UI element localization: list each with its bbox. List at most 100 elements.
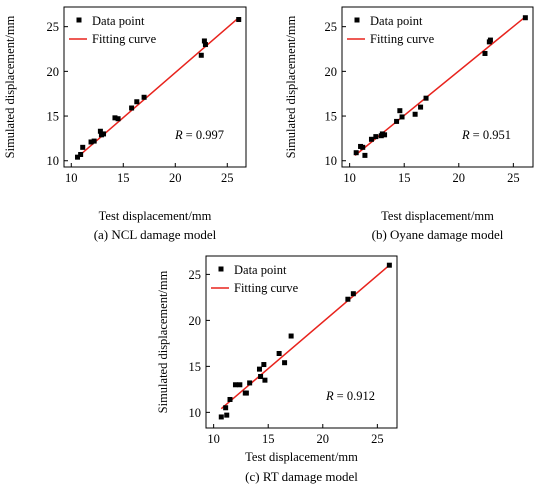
x-tick-label: 10 — [207, 432, 220, 446]
data-point — [399, 114, 405, 120]
legend: Data point Fitting curve — [347, 14, 435, 46]
data-point — [91, 138, 97, 144]
data-point — [282, 360, 288, 366]
x-tick-label: 15 — [262, 432, 275, 446]
r-symbol: R — [325, 389, 334, 403]
data-point — [129, 105, 135, 111]
r-value: = 0.997 — [186, 128, 224, 142]
r-symbol: R — [461, 128, 470, 142]
data-point — [243, 390, 249, 396]
data-point — [353, 150, 359, 156]
data-point — [350, 291, 356, 297]
panel-rt: 10 15 20 25 10 15 20 25 Data point Fitting curv… — [156, 255, 398, 484]
axis-ticks: 10 15 20 25 10 15 20 25 — [47, 20, 234, 185]
y-tick-label: 20 — [47, 65, 60, 79]
y-tick-label: 10 — [189, 406, 202, 420]
data-point — [522, 15, 528, 21]
y-tick-label: 25 — [325, 20, 338, 34]
data-points — [353, 15, 528, 158]
y-tick-label: 10 — [325, 154, 338, 168]
panel-caption: (c) RT damage model — [245, 469, 358, 484]
x-tick-label: 15 — [398, 171, 411, 185]
correlation-label: R = 0.997 — [174, 128, 224, 142]
x-tick-label: 25 — [221, 171, 234, 185]
x-tick-label: 10 — [343, 171, 356, 185]
data-point — [75, 154, 81, 160]
x-tick-label: 10 — [65, 171, 78, 185]
panel-ncl: 10 15 20 25 10 15 20 25 Data point Fitting curv… — [3, 6, 247, 242]
r-value: = 0.951 — [473, 128, 511, 142]
data-point — [258, 373, 264, 379]
data-point — [423, 95, 429, 101]
data-point — [224, 412, 230, 418]
x-tick-label: 20 — [169, 171, 182, 185]
legend-data-point: Data point — [92, 14, 145, 28]
x-tick-label: 25 — [507, 171, 520, 185]
x-axis-title: Test displacement/mm — [381, 209, 494, 223]
plot-frame — [205, 255, 398, 429]
legend-data-point: Data point — [234, 263, 287, 277]
data-point — [382, 132, 388, 138]
data-point — [198, 52, 204, 58]
axis-ticks: 10 15 20 25 10 15 20 25 — [189, 268, 384, 446]
x-tick-label: 20 — [453, 171, 466, 185]
data-point — [288, 333, 294, 339]
data-point — [482, 50, 488, 56]
legend-fitting-curve: Fitting curve — [92, 32, 157, 46]
y-tick-label: 20 — [189, 314, 202, 328]
data-point — [236, 17, 242, 23]
correlation-label: R = 0.951 — [461, 128, 511, 142]
data-point — [412, 111, 418, 117]
data-point — [97, 128, 103, 134]
data-point — [345, 296, 351, 302]
r-value: = 0.912 — [337, 389, 375, 403]
data-point — [134, 99, 140, 105]
legend-fitting-curve: Fitting curve — [370, 32, 435, 46]
panel-caption: (a) NCL damage model — [94, 227, 217, 242]
legend: Data point Fitting curve — [211, 263, 299, 295]
y-axis-title: Simulated displacement/mm — [284, 15, 298, 158]
data-point — [112, 115, 118, 121]
legend-point-marker — [218, 266, 224, 272]
data-point — [101, 131, 107, 137]
data-point — [202, 42, 208, 48]
x-tick-label: 20 — [317, 432, 330, 446]
data-point — [115, 116, 121, 122]
data-point — [276, 350, 282, 356]
data-point — [362, 152, 368, 158]
y-tick-label: 15 — [325, 110, 338, 124]
data-point — [261, 362, 267, 368]
y-tick-label: 15 — [189, 360, 202, 374]
legend-point-marker — [354, 17, 360, 23]
y-tick-label: 25 — [189, 268, 202, 282]
y-axis-title: Simulated displacement/mm — [156, 270, 170, 413]
data-point — [218, 414, 224, 420]
y-tick-label: 10 — [47, 154, 60, 168]
y-tick-label: 25 — [47, 20, 60, 34]
data-point — [201, 38, 207, 44]
legend-data-point: Data point — [370, 14, 423, 28]
data-point — [78, 151, 84, 157]
x-tick-label: 25 — [371, 432, 384, 446]
y-tick-label: 20 — [325, 65, 338, 79]
data-point — [262, 377, 268, 383]
data-point — [247, 380, 253, 386]
legend-fitting-curve: Fitting curve — [234, 281, 299, 295]
correlation-label: R = 0.912 — [325, 389, 375, 403]
data-point — [368, 136, 374, 142]
legend: Data point Fitting curve — [69, 14, 157, 46]
data-point — [256, 366, 262, 372]
y-tick-label: 15 — [47, 110, 60, 124]
data-point — [237, 382, 243, 388]
panel-caption: (b) Oyane damage model — [372, 227, 504, 242]
data-point — [360, 144, 366, 150]
legend-point-marker — [76, 17, 82, 23]
x-tick-label: 15 — [117, 171, 130, 185]
data-point — [386, 262, 392, 268]
data-point — [487, 37, 493, 43]
data-point — [141, 94, 147, 100]
panel-oyane: 10 15 20 25 10 15 20 25 Data point Fitting curv… — [284, 6, 534, 242]
data-points — [218, 262, 392, 420]
data-point — [394, 118, 400, 124]
data-point — [80, 144, 86, 150]
